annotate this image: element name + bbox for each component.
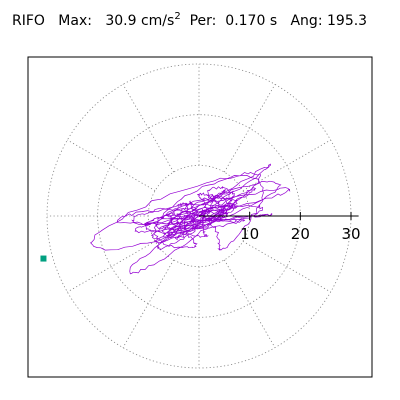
x-axis-tick-label: 30 [341,225,360,243]
ang-label: Ang: [290,13,323,29]
grid-spoke [67,240,156,293]
x-axis-tick-label: 10 [240,225,259,243]
grid-spoke [122,259,175,348]
polar-axis: 10 20 30 [199,212,361,243]
orbit-trace [90,163,291,275]
grid-spoke [242,139,331,192]
max-value: 30.9 [105,13,137,29]
grid-spoke [67,139,156,192]
grid-spoke [242,240,331,293]
grid-spoke [223,84,276,173]
max-marker-group [40,255,47,262]
station-name: RIFO [12,13,45,29]
max-unit-exponent: 2 [174,11,181,22]
orbit-line [90,163,291,275]
x-axis-tick-label: 20 [291,225,310,243]
max-marker [40,255,47,262]
max-label: Max: [58,13,92,29]
grid-spoke [122,84,175,173]
ang-value: 195.3 [327,13,368,29]
max-unit: cm/s [140,13,175,29]
plot-frame [27,56,373,378]
per-value: 0.170 s [225,13,278,29]
grid-spoke [223,259,276,348]
per-label: Per: [189,13,217,29]
chart-header: RIFO Max: 30.9 cm/s2 Per: 0.170 s Ang: 1… [12,10,367,36]
